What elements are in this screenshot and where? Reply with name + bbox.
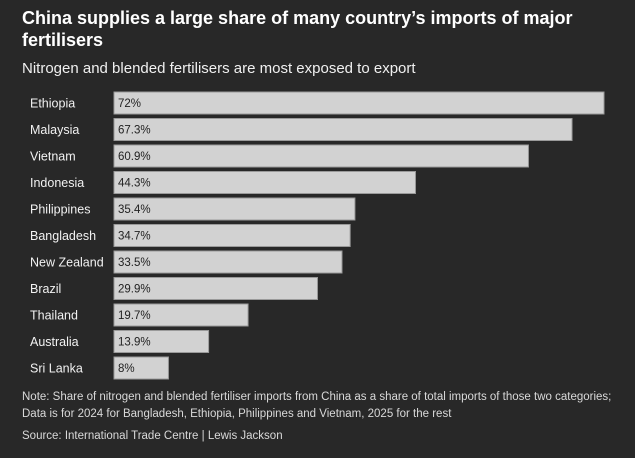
category-label: Thailand	[30, 309, 78, 323]
category-label: Bangladesh	[30, 229, 96, 243]
value-label: 72%	[118, 98, 141, 110]
category-label: Ethiopia	[30, 97, 75, 111]
value-label: 34.7%	[118, 231, 151, 243]
value-label: 35.4%	[118, 204, 151, 216]
category-label: Sri Lanka	[30, 362, 83, 376]
bar	[113, 277, 318, 300]
category-label: Australia	[30, 335, 79, 349]
bar	[113, 144, 529, 168]
category-label: New Zealand	[30, 256, 104, 270]
category-label: Vietnam	[30, 150, 76, 164]
category-label: Indonesia	[30, 176, 84, 190]
bar	[113, 356, 169, 380]
value-label: 29.9%	[118, 284, 151, 296]
value-label: 60.9%	[118, 151, 151, 163]
value-label: 44.3%	[118, 178, 151, 190]
category-label: Malaysia	[30, 123, 79, 137]
bar	[113, 171, 416, 194]
chart-subtitle: Nitrogen and blended fertilisers are mos…	[22, 60, 416, 77]
chart-title: China supplies a large share of many cou…	[22, 8, 573, 50]
bar	[113, 91, 605, 115]
category-label: Philippines	[30, 203, 90, 217]
bar	[113, 197, 356, 221]
bar	[113, 224, 351, 247]
value-label: 19.7%	[118, 310, 151, 322]
value-label: 13.9%	[118, 337, 151, 349]
value-label: 67.3%	[118, 125, 151, 137]
value-label: 8%	[118, 363, 135, 375]
bar	[113, 303, 249, 327]
value-label: 33.5%	[118, 257, 151, 269]
bar-chart: Ethiopia 72% Malaysia 67.3% Vietnam 60.9% Indo…	[30, 91, 605, 380]
chart-source: Source: International Trade Centre | Lew…	[22, 430, 283, 442]
bar	[113, 330, 210, 353]
category-label: Brazil	[30, 282, 61, 296]
bar	[113, 250, 343, 274]
bar	[113, 118, 573, 141]
chart-note: Note: Share of nitrogen and blended fert…	[22, 391, 612, 420]
